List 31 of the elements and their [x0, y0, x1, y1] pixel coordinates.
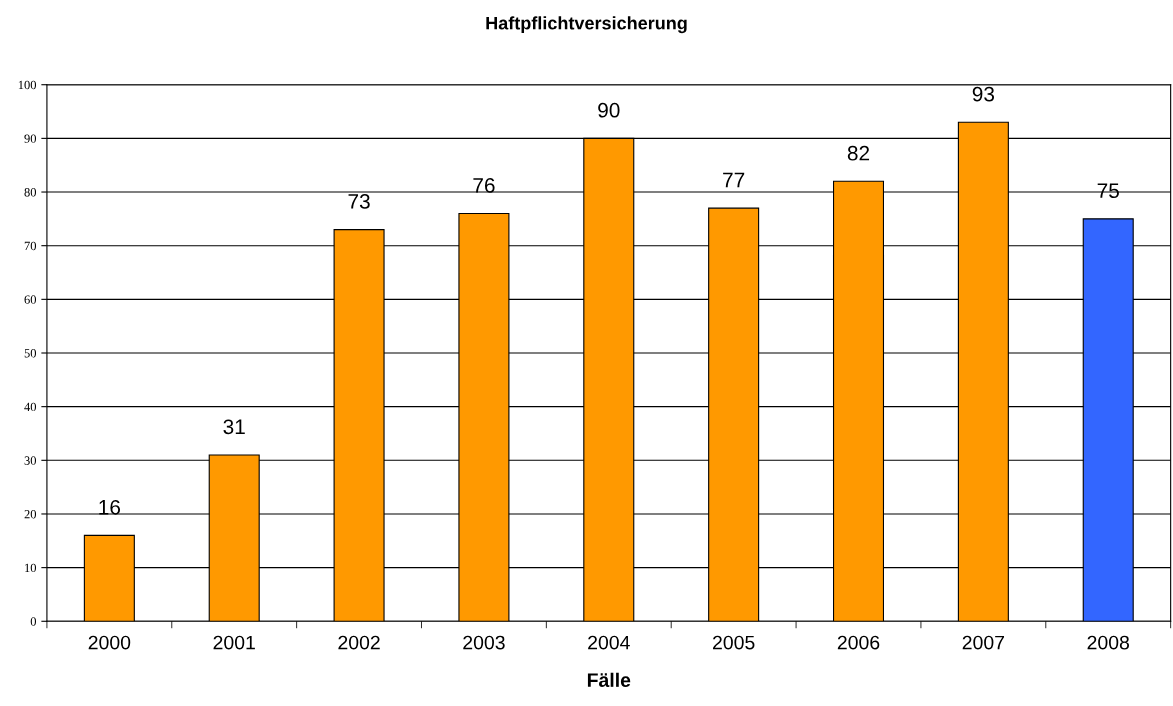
data-label: 82: [847, 145, 870, 161]
y-tick-label: 50: [24, 349, 37, 358]
chart-title: Haftpflichtversicherung: [486, 16, 687, 34]
y-tick-label: 0: [30, 617, 37, 626]
data-label: 16: [99, 499, 121, 515]
y-tick-label: 80: [24, 188, 37, 197]
data-label: 76: [473, 177, 495, 193]
data-label: 31: [223, 419, 245, 435]
x-tick-label: 2002: [338, 635, 380, 650]
x-axis-title: Fälle: [587, 672, 631, 688]
data-label: 75: [1097, 183, 1119, 199]
data-label: 77: [723, 172, 745, 188]
y-tick-label: 100: [18, 80, 37, 90]
x-tick-label: 2003: [463, 635, 505, 650]
x-tick-label: 2004: [588, 635, 630, 650]
data-label: 93: [972, 86, 995, 102]
y-tick-label: 70: [24, 241, 37, 251]
data-label: 90: [598, 102, 620, 118]
data-label: 73: [348, 194, 370, 209]
x-tick-label: 2000: [88, 635, 131, 650]
x-tick-label: 2006: [837, 635, 880, 650]
y-tick-label: 10: [25, 563, 37, 573]
x-tick-label: 2007: [962, 635, 1005, 650]
x-tick-label: 2005: [713, 635, 755, 650]
y-tick-label: 90: [24, 134, 37, 143]
y-tick-label: 60: [24, 295, 37, 304]
y-tick-label: 20: [24, 509, 37, 519]
x-tick-label: 2001: [213, 635, 255, 650]
x-tick-label: 2008: [1087, 635, 1130, 650]
y-tick-label: 30: [24, 456, 37, 465]
y-tick-label: 40: [24, 402, 37, 412]
